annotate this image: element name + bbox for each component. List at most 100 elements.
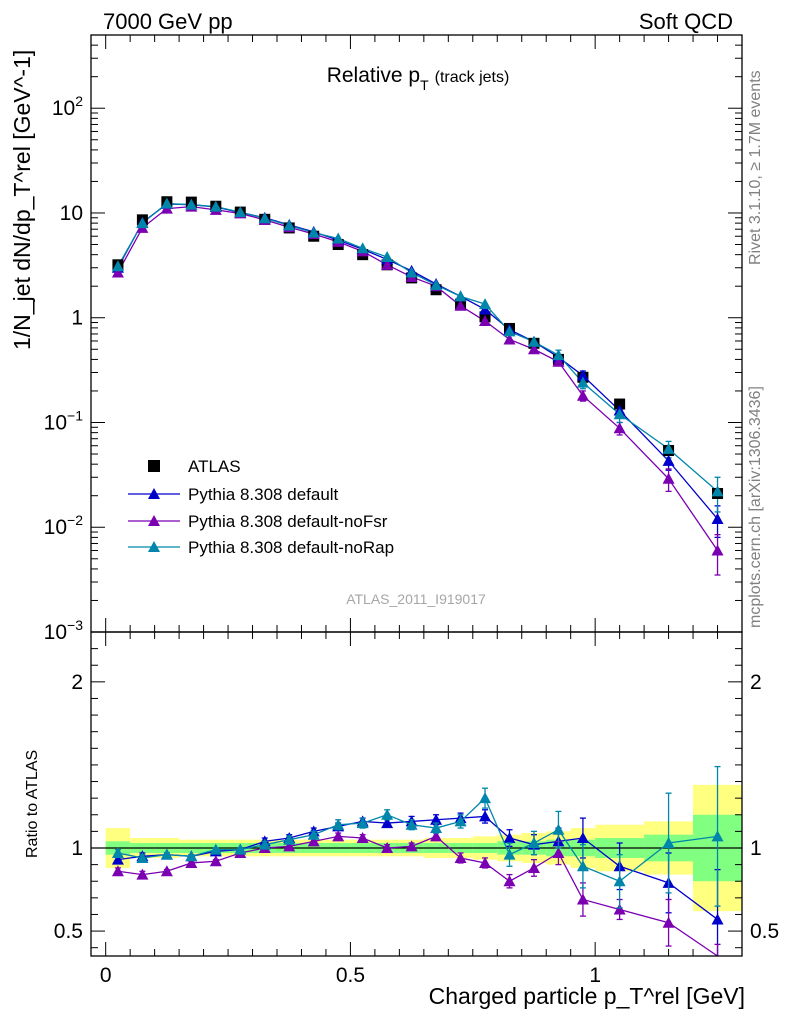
ratio-data-point [381,842,394,853]
ratio-data-point [307,828,320,840]
ratio-data-point [111,865,124,877]
ratio-panel: 0.5 0.5 1 1 2 2 0 0.5 1 Ratio to ATLAS Charged p… [24,631,779,1009]
ratio-data-point [552,846,565,858]
ratio-data-point [430,830,443,842]
ratio-data-point [283,833,296,845]
x-tick-label: 0.5 [336,964,365,987]
data-point [160,197,173,209]
ratio-data-point [503,875,516,887]
ratio-grid-and-ticks: 0.5 0.5 1 1 2 2 0 0.5 1 [54,632,779,987]
ratio-data-point [111,846,124,858]
ratio-data-point [405,818,418,830]
y-tick-label: 10 [60,202,83,225]
ratio-data-point [160,865,173,877]
data-point [381,250,394,262]
data-point [356,242,369,254]
y-tick-exponent: −2 [67,512,83,528]
main-title: Relative pT (track jets) [327,64,510,93]
ratio-data-point [234,843,247,855]
data-point [258,212,271,224]
ratio-y-tick-label-right: 1 [750,837,762,860]
data-point [527,343,540,355]
ratio-data-point [381,817,394,829]
y-tick-mantissa: 10 [44,411,67,434]
ratio-data-point [503,832,516,844]
ratio-data-point [454,815,467,827]
ratio-data-point [527,837,540,849]
ratio-data-point [576,860,589,872]
y-tick-mantissa: 10 [44,621,67,644]
legend-marker [148,515,160,526]
main-title-subscript: T [420,77,429,93]
header-left: 7000 GeV pp [103,9,233,34]
y-tick-label: 102 [52,93,83,120]
ratio-data-point [479,856,492,868]
ratio-data-point [576,832,589,844]
ratio-data-point [136,851,149,863]
ratio-data-point [430,822,443,834]
ratio-data-point [503,848,516,860]
main-series-layer [111,196,724,576]
y-tick-mantissa: 10 [60,202,83,225]
data-point [381,258,394,270]
ratio-data-point [356,832,369,844]
ratio-data-point [111,853,124,865]
ratio-data-point [209,843,222,855]
data-point [527,335,540,347]
data-point [662,442,675,454]
analysis-label: ATLAS_2011_I919017 [346,591,486,607]
data-point [552,349,565,361]
y-tick-label: 1 [71,307,83,330]
y-tick-mantissa: 10 [44,516,67,539]
data-point [552,355,565,367]
legend-label: Pythia 8.308 default [188,485,339,504]
legend: ATLAS Pythia 8.308 default Pythia 8.308 de… [128,457,394,557]
ratio-data-point [136,868,149,880]
x-tick-label: 0 [100,964,112,987]
ratio-y-tick-label-right: 0.5 [750,920,779,943]
ratio-series-layer [111,765,724,957]
data-point [136,217,149,229]
data-point [576,376,589,388]
main-title-note: (track jets) [435,69,510,86]
ratio-data-point [185,850,198,862]
ratio-data-point [430,813,443,825]
ratio-y-tick-label-right: 2 [750,671,762,694]
data-point [454,299,467,311]
ratio-data-point [332,830,345,842]
ratio-data-point [283,840,296,852]
legend-label: Pythia 8.308 default-noRap [188,538,394,557]
ratio-data-point [160,848,173,860]
series-line [117,202,718,492]
ratio-data-point [662,837,675,849]
data-point [283,219,296,231]
x-axis-title: Charged particle p_T^rel [GeV] [429,983,745,1009]
ratio-data-point [454,851,467,863]
main-y-axis-title-text: 1/N_jet dN/dp_T^rel [GeV^-1] [9,50,35,350]
y-tick-exponent: 2 [75,93,83,109]
ratio-data-point [307,835,320,847]
legend-marker [148,488,160,499]
ratio-data-point [356,817,369,829]
data-point [711,544,724,556]
ratio-data-point [662,916,675,928]
rivet-note: Rivet 3.1.10, ≥ 1.7M events [747,70,764,265]
ratio-y-tick-label: 0.5 [54,920,83,943]
ratio-data-point [613,875,626,887]
y-tick-exponent: −3 [67,617,83,633]
ratio-data-point [405,840,418,852]
ratio-data-point [527,861,540,873]
ratio-data-point [576,893,589,905]
data-point [111,260,124,272]
data-point [307,226,320,238]
data-point [234,206,247,218]
legend-marker [148,541,160,552]
data-point [332,232,345,244]
y-tick-mantissa: 10 [52,97,75,120]
data-point [613,422,626,434]
ratio-data-point [381,808,394,820]
data-point [711,512,724,524]
